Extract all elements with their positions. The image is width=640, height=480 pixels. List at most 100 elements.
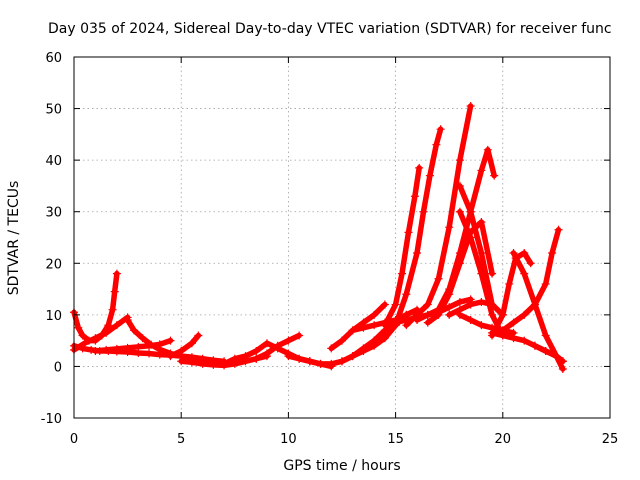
- data-point-marker: [554, 225, 563, 234]
- y-tick-label: 0: [54, 360, 62, 375]
- data-point-marker: [455, 181, 464, 190]
- data-point-marker: [130, 326, 139, 335]
- series-pass-29: [530, 341, 567, 366]
- x-axis-label: GPS time / hours: [283, 458, 400, 474]
- series-pass-17: [391, 125, 445, 330]
- y-tick-label: 10: [45, 309, 62, 324]
- chart-title: Day 035 of 2024, Sidereal Day-to-day VTE…: [48, 21, 612, 37]
- data-point-marker: [284, 336, 293, 345]
- data-point-marker: [230, 354, 239, 363]
- data-point-marker: [509, 248, 518, 257]
- data-point-marker: [110, 287, 119, 296]
- data-point-marker: [391, 300, 400, 309]
- data-point-marker: [558, 365, 567, 374]
- data-point-marker: [520, 248, 529, 257]
- data-point-marker: [541, 331, 550, 340]
- series-pass-09: [252, 331, 304, 363]
- data-point-marker: [477, 269, 486, 278]
- series-trace: [489, 250, 534, 339]
- data-point-marker: [295, 331, 304, 340]
- data-point-marker: [370, 310, 379, 319]
- data-point-marker: [423, 318, 432, 327]
- data-point-marker: [404, 228, 413, 237]
- y-tick-label: 40: [45, 154, 62, 169]
- x-tick-label: 25: [602, 432, 619, 447]
- y-axis-label: SDTVAR / TECUs: [6, 181, 22, 296]
- axis-ticks: 0 5 10 15 20 25 -10 0 10 20 30 40 50 60: [41, 51, 619, 447]
- data-point-marker: [262, 349, 271, 358]
- series-trace: [71, 314, 131, 353]
- data-point-marker: [252, 354, 261, 363]
- data-point-marker: [194, 331, 203, 340]
- y-tick-label: 50: [45, 103, 62, 118]
- series-trace: [446, 299, 506, 318]
- data-point-marker: [348, 326, 357, 335]
- data-point-marker: [413, 316, 422, 325]
- data-point-marker: [209, 360, 218, 369]
- series-trace: [457, 183, 495, 308]
- data-traces: [70, 101, 567, 374]
- data-point-marker: [466, 300, 475, 309]
- x-tick-label: 10: [280, 432, 297, 447]
- x-tick-label: 15: [387, 432, 404, 447]
- data-point-marker: [166, 352, 175, 361]
- data-point-marker: [434, 310, 443, 319]
- data-point-marker: [187, 339, 196, 348]
- series-pass-23: [445, 297, 507, 319]
- data-point-marker: [410, 192, 419, 201]
- y-tick-label: 60: [45, 51, 62, 66]
- data-point-marker: [477, 248, 486, 257]
- data-point-marker: [123, 343, 132, 352]
- data-point-marker: [398, 269, 407, 278]
- data-point-marker: [177, 346, 186, 355]
- data-point-marker: [498, 310, 507, 319]
- data-point-marker: [134, 342, 143, 351]
- data-point-marker: [548, 248, 557, 257]
- data-point-marker: [327, 359, 336, 368]
- data-point-marker: [552, 352, 561, 361]
- data-point-marker: [78, 331, 87, 340]
- data-point-marker: [147, 340, 156, 349]
- series-pass-06: [166, 331, 203, 361]
- x-tick-label: 5: [177, 432, 185, 447]
- data-point-marker: [466, 207, 475, 216]
- y-tick-label: 30: [45, 206, 62, 221]
- data-point-marker: [455, 310, 464, 319]
- data-point-marker: [488, 269, 497, 278]
- data-point-marker: [348, 352, 357, 361]
- data-point-marker: [262, 339, 271, 348]
- data-point-marker: [498, 326, 507, 335]
- data-point-marker: [370, 321, 379, 330]
- data-point-marker: [380, 321, 389, 330]
- data-point-marker: [520, 310, 529, 319]
- data-point-marker: [530, 341, 539, 350]
- data-point-marker: [177, 357, 186, 366]
- data-point-marker: [455, 297, 464, 306]
- data-point-marker: [241, 352, 250, 361]
- data-point-marker: [338, 357, 346, 366]
- data-point-marker: [558, 357, 567, 366]
- data-point-marker: [455, 259, 464, 268]
- data-point-marker: [327, 344, 336, 353]
- data-point-marker: [445, 303, 454, 312]
- data-point-marker: [220, 359, 229, 368]
- data-point-marker: [466, 101, 475, 110]
- data-point-marker: [284, 352, 293, 361]
- data-point-marker: [415, 163, 424, 172]
- series-pass-01: [70, 269, 121, 345]
- data-point-marker: [445, 223, 454, 232]
- data-point-marker: [466, 316, 475, 325]
- data-point-marker: [477, 166, 486, 175]
- data-point-marker: [509, 318, 518, 327]
- data-point-marker: [413, 248, 422, 257]
- data-point-marker: [477, 297, 486, 306]
- data-point-marker: [509, 334, 518, 343]
- data-point-marker: [402, 290, 411, 299]
- data-point-marker: [455, 156, 464, 165]
- data-point-marker: [123, 316, 132, 325]
- data-point-marker: [402, 321, 411, 330]
- data-point-marker: [520, 336, 529, 345]
- series-trace: [532, 343, 566, 365]
- x-tick-label: 20: [495, 432, 512, 447]
